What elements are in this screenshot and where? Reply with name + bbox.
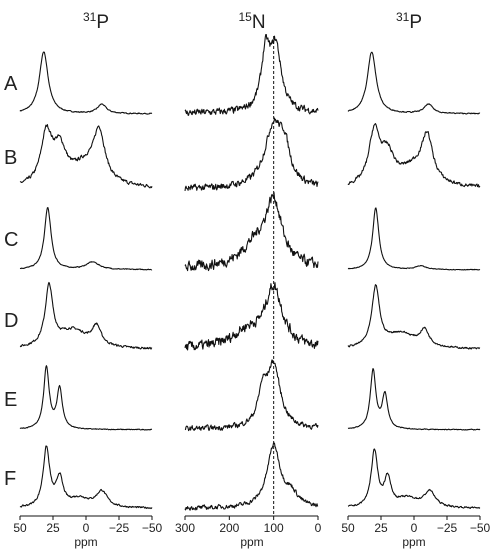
x-tick-label-0-0: 50 — [13, 521, 27, 535]
x-axes: 50 25 0 −25 −50 300 200 100 0 50 25 0 −25 −50 — [13, 36, 491, 535]
trace-b-col1 — [184, 117, 319, 191]
col-title-2-sup: 31 — [396, 10, 410, 24]
x-tick-label-1-2: 100 — [264, 521, 284, 535]
trace-c-col2 — [347, 207, 481, 271]
col-title-2: 31P — [396, 10, 422, 33]
x-tick-label-1-1: 200 — [219, 521, 239, 535]
x-tick-label-0-3: −25 — [109, 521, 130, 535]
col-title-1-main: N — [252, 12, 266, 33]
x-tick-label-1-3: 0 — [315, 521, 322, 535]
trace-a-col2 — [347, 51, 481, 115]
x-tick-label-0-1: 25 — [46, 521, 60, 535]
row-label-c: C — [4, 229, 18, 251]
trace-a-col0 — [19, 51, 153, 115]
col-title-2-main: P — [409, 12, 422, 33]
x-axis-label-0: ppm — [74, 535, 97, 549]
x-tick-label-2-0: 50 — [341, 521, 355, 535]
x-tick-label-0-4: −50 — [142, 521, 163, 535]
trace-e-col0 — [19, 365, 153, 431]
col-title-0-main: P — [96, 12, 109, 33]
col-title-0-sup: 31 — [83, 10, 97, 24]
trace-c-col1 — [184, 192, 319, 272]
trace-b-col0 — [19, 124, 153, 189]
x-tick-label-2-4: −50 — [470, 521, 491, 535]
x-tick-label-2-1: 25 — [374, 521, 388, 535]
x-tick-label-0-2: 0 — [83, 521, 90, 535]
trace-d-col1 — [184, 282, 319, 351]
row-label-f: F — [4, 468, 16, 490]
trace-f-col1 — [184, 442, 319, 511]
row-label-b: B — [4, 147, 17, 169]
col-title-1-sup: 15 — [238, 10, 252, 24]
spectra-traces — [19, 33, 481, 511]
trace-f-col2 — [347, 448, 481, 509]
trace-e-col2 — [347, 368, 481, 431]
x-tick-label-2-2: 0 — [411, 521, 418, 535]
trace-f-col0 — [19, 445, 153, 510]
trace-c-col0 — [19, 207, 153, 271]
trace-d-col0 — [19, 281, 153, 350]
x-tick-label-1-0: 300 — [175, 521, 195, 535]
x-axis-label-1: ppm — [240, 535, 263, 549]
row-label-a: A — [4, 73, 18, 95]
x-tick-label-2-3: −25 — [437, 521, 458, 535]
row-label-d: D — [4, 310, 18, 332]
trace-e-col1 — [184, 359, 319, 432]
col-title-0: 31P — [83, 10, 109, 33]
col-title-1: 15N — [238, 10, 265, 33]
row-label-e: E — [4, 389, 17, 411]
trace-a-col1 — [184, 33, 319, 116]
x-axis-label-2: ppm — [402, 535, 425, 549]
trace-d-col2 — [347, 284, 481, 350]
trace-b-col2 — [347, 123, 481, 188]
